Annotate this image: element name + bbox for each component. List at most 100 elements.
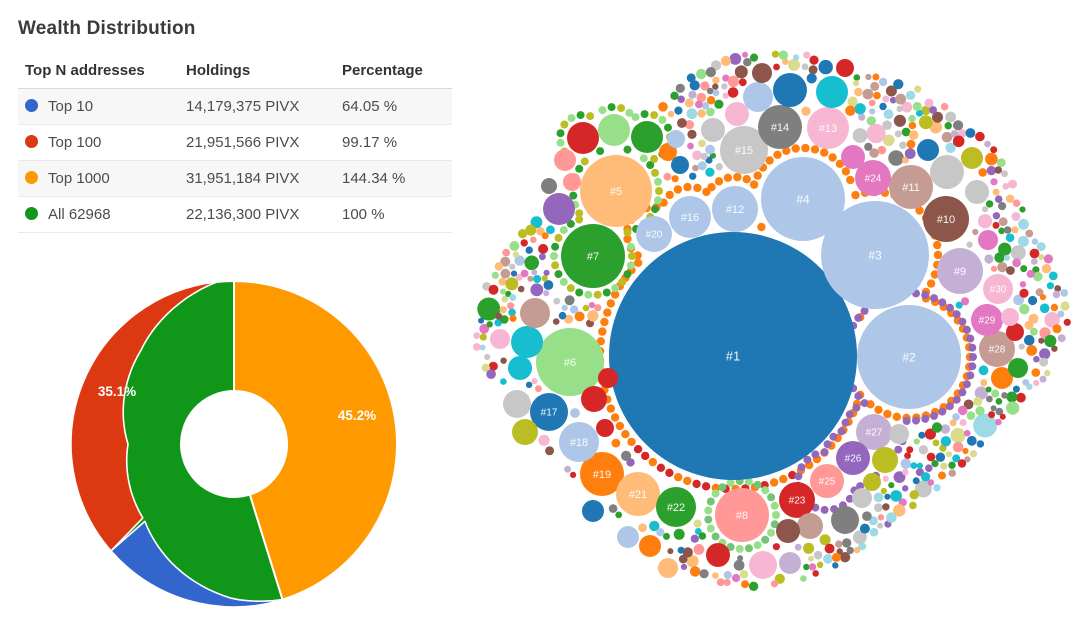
bubble-unlabeled[interactable]: [1001, 308, 1019, 326]
bubble-rank-1[interactable]: [609, 232, 857, 480]
bubble-rank-13[interactable]: [807, 107, 849, 149]
address-dot: [995, 407, 1004, 416]
bubble-unlabeled[interactable]: [872, 447, 898, 473]
bubble-rank-6[interactable]: [536, 328, 604, 396]
bubble-unlabeled[interactable]: [503, 390, 531, 418]
donut-band-top-10[interactable]: [110, 520, 284, 608]
bubble-unlabeled[interactable]: [541, 178, 557, 194]
bubble-rank-9[interactable]: [937, 248, 983, 294]
bubble-unlabeled[interactable]: [706, 543, 730, 567]
bubble-unlabeled[interactable]: [852, 488, 872, 508]
address-dot: [1051, 345, 1058, 352]
bubble-unlabeled[interactable]: [508, 356, 532, 380]
bubble-rank-11[interactable]: [889, 165, 933, 209]
bubble-unlabeled[interactable]: [831, 506, 859, 534]
bubble-unlabeled[interactable]: [749, 551, 777, 579]
bubble-unlabeled[interactable]: [567, 122, 599, 154]
bubble-rank-29[interactable]: [971, 304, 1003, 336]
bubble-unlabeled[interactable]: [512, 419, 538, 445]
bubble-rank-27[interactable]: [856, 414, 892, 450]
bubble-unlabeled[interactable]: [563, 173, 581, 191]
address-dot: [955, 301, 963, 309]
bubble-rank-8[interactable]: [715, 488, 769, 542]
bubble-rank-17[interactable]: [530, 393, 568, 431]
donut-chart[interactable]: 45.2% 35.1%: [0, 260, 460, 642]
bubble-unlabeled[interactable]: [582, 500, 604, 522]
bubble-unlabeled[interactable]: [978, 230, 998, 250]
bubble-rank-28[interactable]: [979, 331, 1015, 367]
bubble-unlabeled[interactable]: [671, 156, 689, 174]
bubble-unlabeled[interactable]: [841, 145, 865, 169]
bubble-unlabeled[interactable]: [598, 114, 630, 146]
bubble-unlabeled[interactable]: [863, 473, 881, 491]
bubble-unlabeled[interactable]: [659, 143, 677, 161]
address-dot: [738, 78, 747, 87]
bubble-unlabeled[interactable]: [752, 63, 772, 83]
bubble-unlabeled[interactable]: [511, 326, 543, 358]
bubble-unlabeled[interactable]: [773, 73, 807, 107]
bubble-unlabeled[interactable]: [961, 147, 983, 169]
address-dot: [925, 464, 933, 473]
bubble-unlabeled[interactable]: [743, 82, 773, 112]
bubble-unlabeled[interactable]: [836, 59, 854, 77]
bubble-unlabeled[interactable]: [667, 130, 685, 148]
bubble-rank-3[interactable]: [821, 201, 929, 309]
bubble-unlabeled[interactable]: [554, 149, 576, 171]
address-dot: [1001, 170, 1008, 178]
table-row-top-1000[interactable]: Top 1000 31,951,184 PIVX 144.34 %: [18, 160, 452, 197]
bubble-rank-19[interactable]: [580, 452, 624, 496]
table-row-all-62968[interactable]: All 62968 22,136,300 PIVX 100 %: [18, 196, 452, 233]
bubble-unlabeled[interactable]: [543, 193, 575, 225]
bubble-rank-10[interactable]: [923, 196, 969, 242]
bubble-unlabeled[interactable]: [581, 386, 607, 412]
bubble-rank-22[interactable]: [656, 487, 696, 527]
bubble-unlabeled[interactable]: [965, 180, 989, 204]
bubble-unlabeled[interactable]: [617, 526, 639, 548]
ring-dot: [761, 486, 770, 495]
bubble-unlabeled[interactable]: [797, 513, 823, 539]
ring-dot: [753, 171, 762, 180]
bubble-unlabeled[interactable]: [779, 552, 801, 574]
bubble-rank-4[interactable]: [761, 157, 845, 241]
table-row-top-10[interactable]: Top 10 14,179,375 PIVX 64.05 %: [18, 88, 452, 125]
bubble-unlabeled[interactable]: [631, 121, 663, 153]
bubble-unlabeled[interactable]: [917, 139, 939, 161]
bubble-unlabeled[interactable]: [596, 419, 614, 437]
bubble-unlabeled[interactable]: [658, 558, 678, 578]
bubble-rank-18[interactable]: [559, 422, 599, 462]
bubble-rank-26[interactable]: [836, 441, 870, 475]
donut-band-top-100[interactable]: [70, 281, 218, 552]
address-dot: [531, 269, 538, 276]
bubble-rank-12[interactable]: [712, 186, 758, 232]
bubble-unlabeled[interactable]: [991, 367, 1013, 389]
bubble-chart[interactable]: #1 #2 #3 #4 #5 #6 #7 #8 #9 #10 #11 #12 #13 #14 #15 #16 #…: [450, 28, 1080, 614]
bubble-unlabeled[interactable]: [598, 368, 618, 388]
bubble-unlabeled[interactable]: [816, 76, 848, 108]
bubble-unlabeled[interactable]: [639, 535, 661, 557]
bubble-rank-5[interactable]: [580, 155, 652, 227]
bubble-rank-25[interactable]: [810, 464, 844, 498]
bubble-unlabeled[interactable]: [889, 424, 909, 444]
address-dot: [992, 188, 1000, 196]
bubble-rank-15[interactable]: [720, 126, 768, 174]
bubble-rank-20[interactable]: [636, 216, 672, 252]
bubble-rank-14[interactable]: [758, 105, 802, 149]
bubble-rank-23[interactable]: [779, 482, 815, 518]
bubble-unlabeled[interactable]: [725, 102, 749, 126]
bubble-unlabeled[interactable]: [490, 329, 510, 349]
bubble-unlabeled[interactable]: [520, 298, 550, 328]
bubble-unlabeled[interactable]: [930, 155, 964, 189]
bubble-rank-30[interactable]: [983, 274, 1013, 304]
bubble-unlabeled[interactable]: [701, 118, 725, 142]
table-row-top-100[interactable]: Top 100 21,951,566 PIVX 99.17 %: [18, 124, 452, 161]
bubble-rank-2[interactable]: [857, 305, 961, 409]
bubble-unlabeled[interactable]: [776, 519, 800, 543]
bubble-rank-21[interactable]: [616, 472, 660, 516]
bubble-unlabeled[interactable]: [1006, 323, 1024, 341]
bubble-rank-7[interactable]: [561, 224, 625, 288]
bubble-rank-16[interactable]: [669, 196, 711, 238]
bubble-unlabeled[interactable]: [1008, 358, 1028, 378]
bubble-rank-24[interactable]: [855, 160, 891, 196]
donut-slice-top-1000[interactable]: [233, 280, 398, 601]
address-dot: [940, 424, 951, 434]
